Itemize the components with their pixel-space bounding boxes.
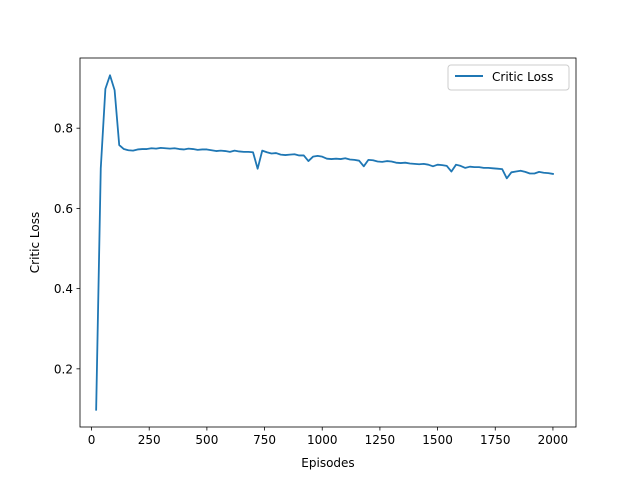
legend-box [447, 64, 570, 91]
x-axis-ticks: 0 250 500 750 1000 1250 1500 1750 2000 [88, 427, 568, 447]
x-tick-label: 250 [138, 433, 161, 447]
x-tick-label: 1750 [480, 433, 511, 447]
x-tick-label: 1000 [307, 433, 338, 447]
x-tick-label: 1250 [365, 433, 396, 447]
y-axis-ticks: 0.2 0.4 0.6 0.8 [54, 122, 80, 376]
x-tick-label: 750 [253, 433, 276, 447]
y-tick-label: 0.6 [54, 202, 73, 216]
series-line-critic-loss [95, 74, 554, 411]
plot-area [79, 57, 577, 428]
legend-entry-label: Critic Loss [492, 70, 553, 84]
y-tick-label: 0.8 [54, 122, 73, 136]
x-tick-label: 500 [195, 433, 218, 447]
axes-frame [79, 57, 577, 428]
x-axis-label: Episodes [301, 456, 354, 470]
y-tick-label: 0.2 [54, 362, 73, 376]
x-tick-label: 2000 [538, 433, 569, 447]
legend: Critic Loss [447, 64, 570, 91]
x-tick-label: 0 [88, 433, 96, 447]
y-tick-label: 0.4 [54, 282, 73, 296]
y-axis-label: Critic Loss [28, 212, 42, 273]
x-tick-label: 1500 [422, 433, 453, 447]
